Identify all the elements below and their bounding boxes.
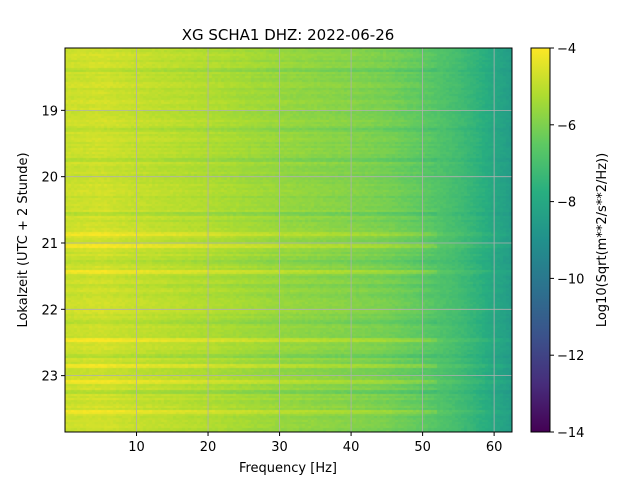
x-tick-label: 50 xyxy=(414,440,431,455)
y-axis-ticks: 19 20 21 22 23 xyxy=(41,104,65,385)
colorbar-tick-label: −10 xyxy=(557,272,584,287)
colorbar-tick-label: −14 xyxy=(557,426,584,441)
chart-title: XG SCHA1 DHZ: 2022-06-26 xyxy=(182,26,395,44)
plot-frame xyxy=(64,47,513,433)
spectrogram-image xyxy=(65,48,512,432)
x-tick-label: 30 xyxy=(271,440,288,455)
colorbar xyxy=(530,47,551,433)
colorbar-tick-label: −12 xyxy=(557,349,584,364)
colorbar-tick-label: −4 xyxy=(557,42,576,57)
colorbar-tick-label: −8 xyxy=(557,196,576,211)
colorbar-ticks: −4 −6 −8 −10 −12 −14 xyxy=(550,42,584,441)
x-tick-label: 20 xyxy=(200,440,217,455)
colorbar-tick-label: −6 xyxy=(557,119,576,134)
x-axis-label: Frequency [Hz] xyxy=(239,461,337,476)
y-tick-label: 21 xyxy=(41,237,58,252)
grid-lines xyxy=(65,48,512,432)
y-tick-label: 23 xyxy=(41,370,58,385)
x-axis-ticks: 10 20 30 40 50 60 xyxy=(128,432,502,455)
x-tick-label: 10 xyxy=(128,440,145,455)
y-tick-label: 19 xyxy=(41,104,58,119)
y-tick-label: 22 xyxy=(41,303,58,318)
y-tick-label: 20 xyxy=(41,171,58,186)
y-axis-label: Lokalzeit (UTC + 2 Stunde) xyxy=(16,152,31,327)
x-tick-label: 60 xyxy=(486,440,503,455)
spectrogram-heatmap xyxy=(65,48,512,432)
x-tick-label: 40 xyxy=(343,440,360,455)
colorbar-label: Log10(Sqrt(m**2/s**2/Hz)) xyxy=(595,153,610,327)
